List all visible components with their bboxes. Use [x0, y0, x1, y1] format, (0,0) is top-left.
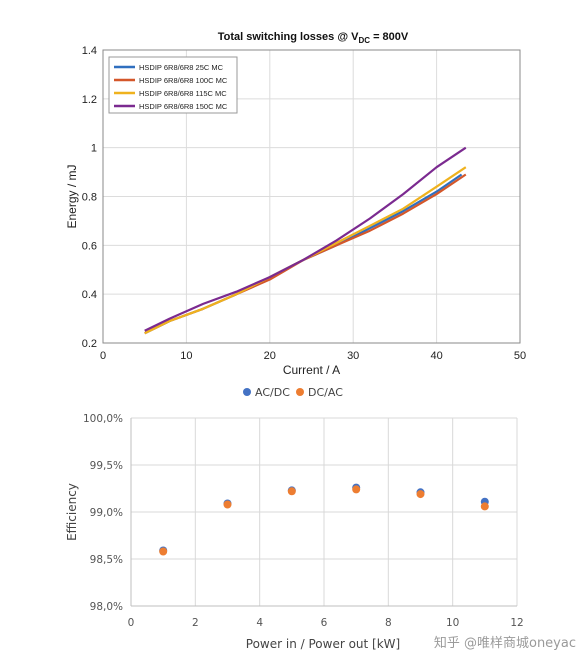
chart2-x-axis-label: Power in / Power out [kW] [246, 637, 400, 651]
chart2-data-point [416, 490, 425, 499]
chart1-plot-frame [102, 49, 521, 344]
chart2-y-tick-label: 98,0% [90, 601, 123, 613]
chart2-data-point [223, 500, 232, 509]
chart2-y-axis-label: Efficiency [65, 483, 79, 541]
chart2-data-point [159, 547, 168, 556]
chart1-legend-entry: HSDIP 6R8/6R8 25C MC [139, 63, 224, 72]
chart1-x-tick-label: 20 [264, 350, 276, 362]
chart1-legend-entry: HSDIP 6R8/6R8 150C MC [139, 102, 228, 111]
chart2-y-tick-label: 99,5% [90, 460, 123, 472]
chart1-y-tick-label: 1 [91, 143, 97, 155]
chart2-legend-entry: AC/DC [255, 386, 290, 399]
chart2-y-tick-label: 100,0% [83, 413, 123, 425]
chart1-x-tick-label: 10 [180, 350, 192, 362]
chart2-legend-marker [243, 388, 251, 396]
chart1-x-tick-label: 30 [347, 350, 359, 362]
chart1-y-tick-label: 0.2 [82, 338, 97, 350]
chart1-x-axis-label: Current / A [283, 363, 340, 377]
chart1-legend-entry: HSDIP 6R8/6R8 100C MC [139, 76, 228, 85]
chart2-y-tick-label: 99,0% [90, 507, 123, 519]
chart2-x-tick-label: 4 [256, 617, 263, 629]
chart1-y-tick-label: 0.8 [82, 192, 97, 204]
watermark: 知乎 @唯样商城oneyac [433, 636, 576, 651]
chart1-legend-entry: HSDIP 6R8/6R8 115C MC [139, 89, 227, 98]
chart1-y-tick-label: 0.4 [82, 289, 97, 301]
chart2-x-tick-label: 0 [128, 617, 135, 629]
chart2-data-point [287, 487, 296, 496]
chart2-legend-marker [296, 388, 304, 396]
chart1-y-tick-label: 1.2 [82, 94, 97, 106]
chart1-x-tick-label: 0 [100, 350, 106, 362]
chart1-title: Total switching losses @ VDC = 800V [218, 31, 409, 45]
chart2-y-tick-label: 98,5% [90, 554, 123, 566]
chart2-x-tick-label: 8 [385, 617, 392, 629]
chart2-x-tick-label: 12 [510, 617, 523, 629]
chart2-x-tick-label: 10 [446, 617, 459, 629]
chart1-y-axis-label: Energy / mJ [65, 164, 79, 228]
chart1-series-line [144, 146, 467, 332]
chart2-x-tick-label: 2 [192, 617, 199, 629]
chart1-x-tick-label: 50 [514, 350, 526, 362]
chart2-x-tick-label: 6 [321, 617, 328, 629]
chart2-data-point [480, 502, 489, 511]
chart1-y-tick-label: 0.6 [82, 240, 97, 252]
chart2-data-point [352, 485, 361, 494]
chart1-x-tick-label: 40 [430, 350, 442, 362]
chart2-legend-entry: DC/AC [308, 386, 343, 399]
chart1-y-tick-label: 1.4 [82, 45, 97, 57]
